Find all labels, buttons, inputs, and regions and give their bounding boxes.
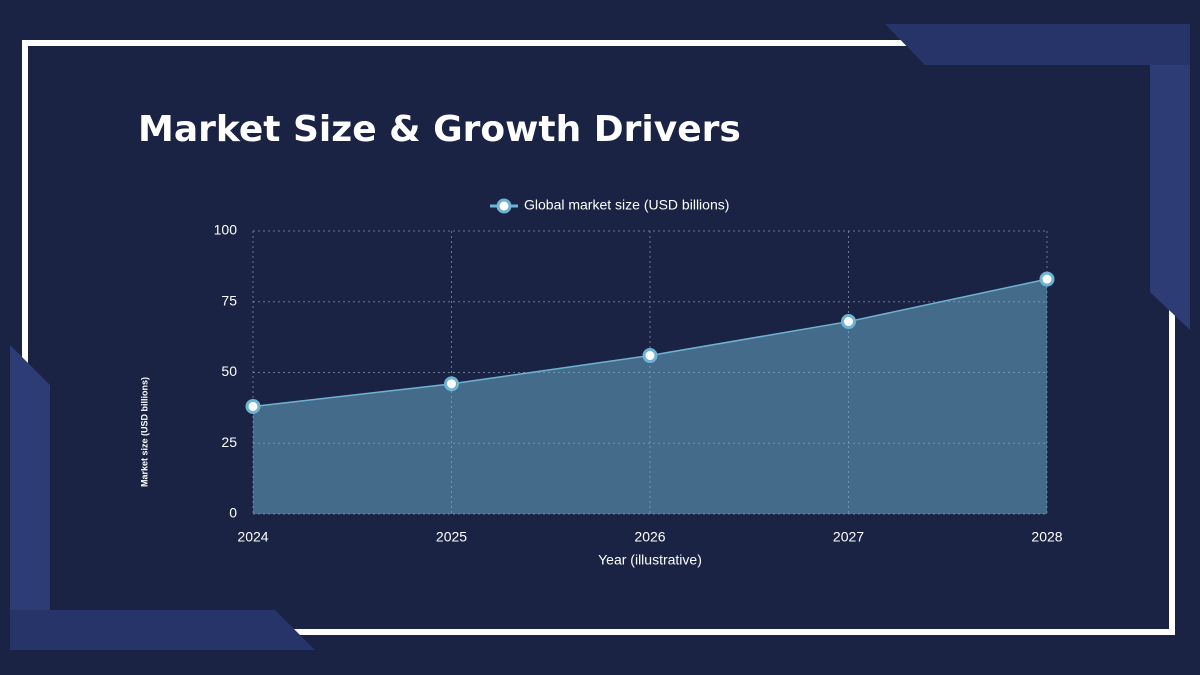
y-tick-label: 0 xyxy=(229,505,237,521)
decor-top xyxy=(885,24,1190,65)
y-tick-label: 50 xyxy=(221,363,237,379)
x-tick-label: 2025 xyxy=(436,529,467,545)
y-axis-label: Market size (USD billions) xyxy=(139,377,149,487)
area xyxy=(253,279,1047,514)
point xyxy=(841,314,856,330)
x-axis-label: Year (illustrative) xyxy=(598,552,702,568)
x-tick-label: 2024 xyxy=(237,529,268,545)
x-tick-label: 2026 xyxy=(634,529,665,545)
frame xyxy=(22,40,1175,635)
point xyxy=(444,376,459,392)
point xyxy=(1039,271,1055,287)
point xyxy=(245,398,261,414)
chart-title: Market Size & Growth Drivers xyxy=(138,109,741,150)
x-tick-label: 2027 xyxy=(833,529,864,545)
y-tick-label: 75 xyxy=(221,292,237,308)
decor-left xyxy=(10,345,50,610)
legend-label: Global market size (USD billions) xyxy=(524,197,729,213)
decor-right xyxy=(1150,65,1190,330)
decor-bottom xyxy=(10,610,315,650)
legend-swatch xyxy=(496,198,512,214)
x-tick-label: 2028 xyxy=(1031,529,1062,545)
y-tick-label: 100 xyxy=(214,222,238,238)
y-tick-label: 25 xyxy=(221,434,237,450)
point xyxy=(642,348,658,364)
